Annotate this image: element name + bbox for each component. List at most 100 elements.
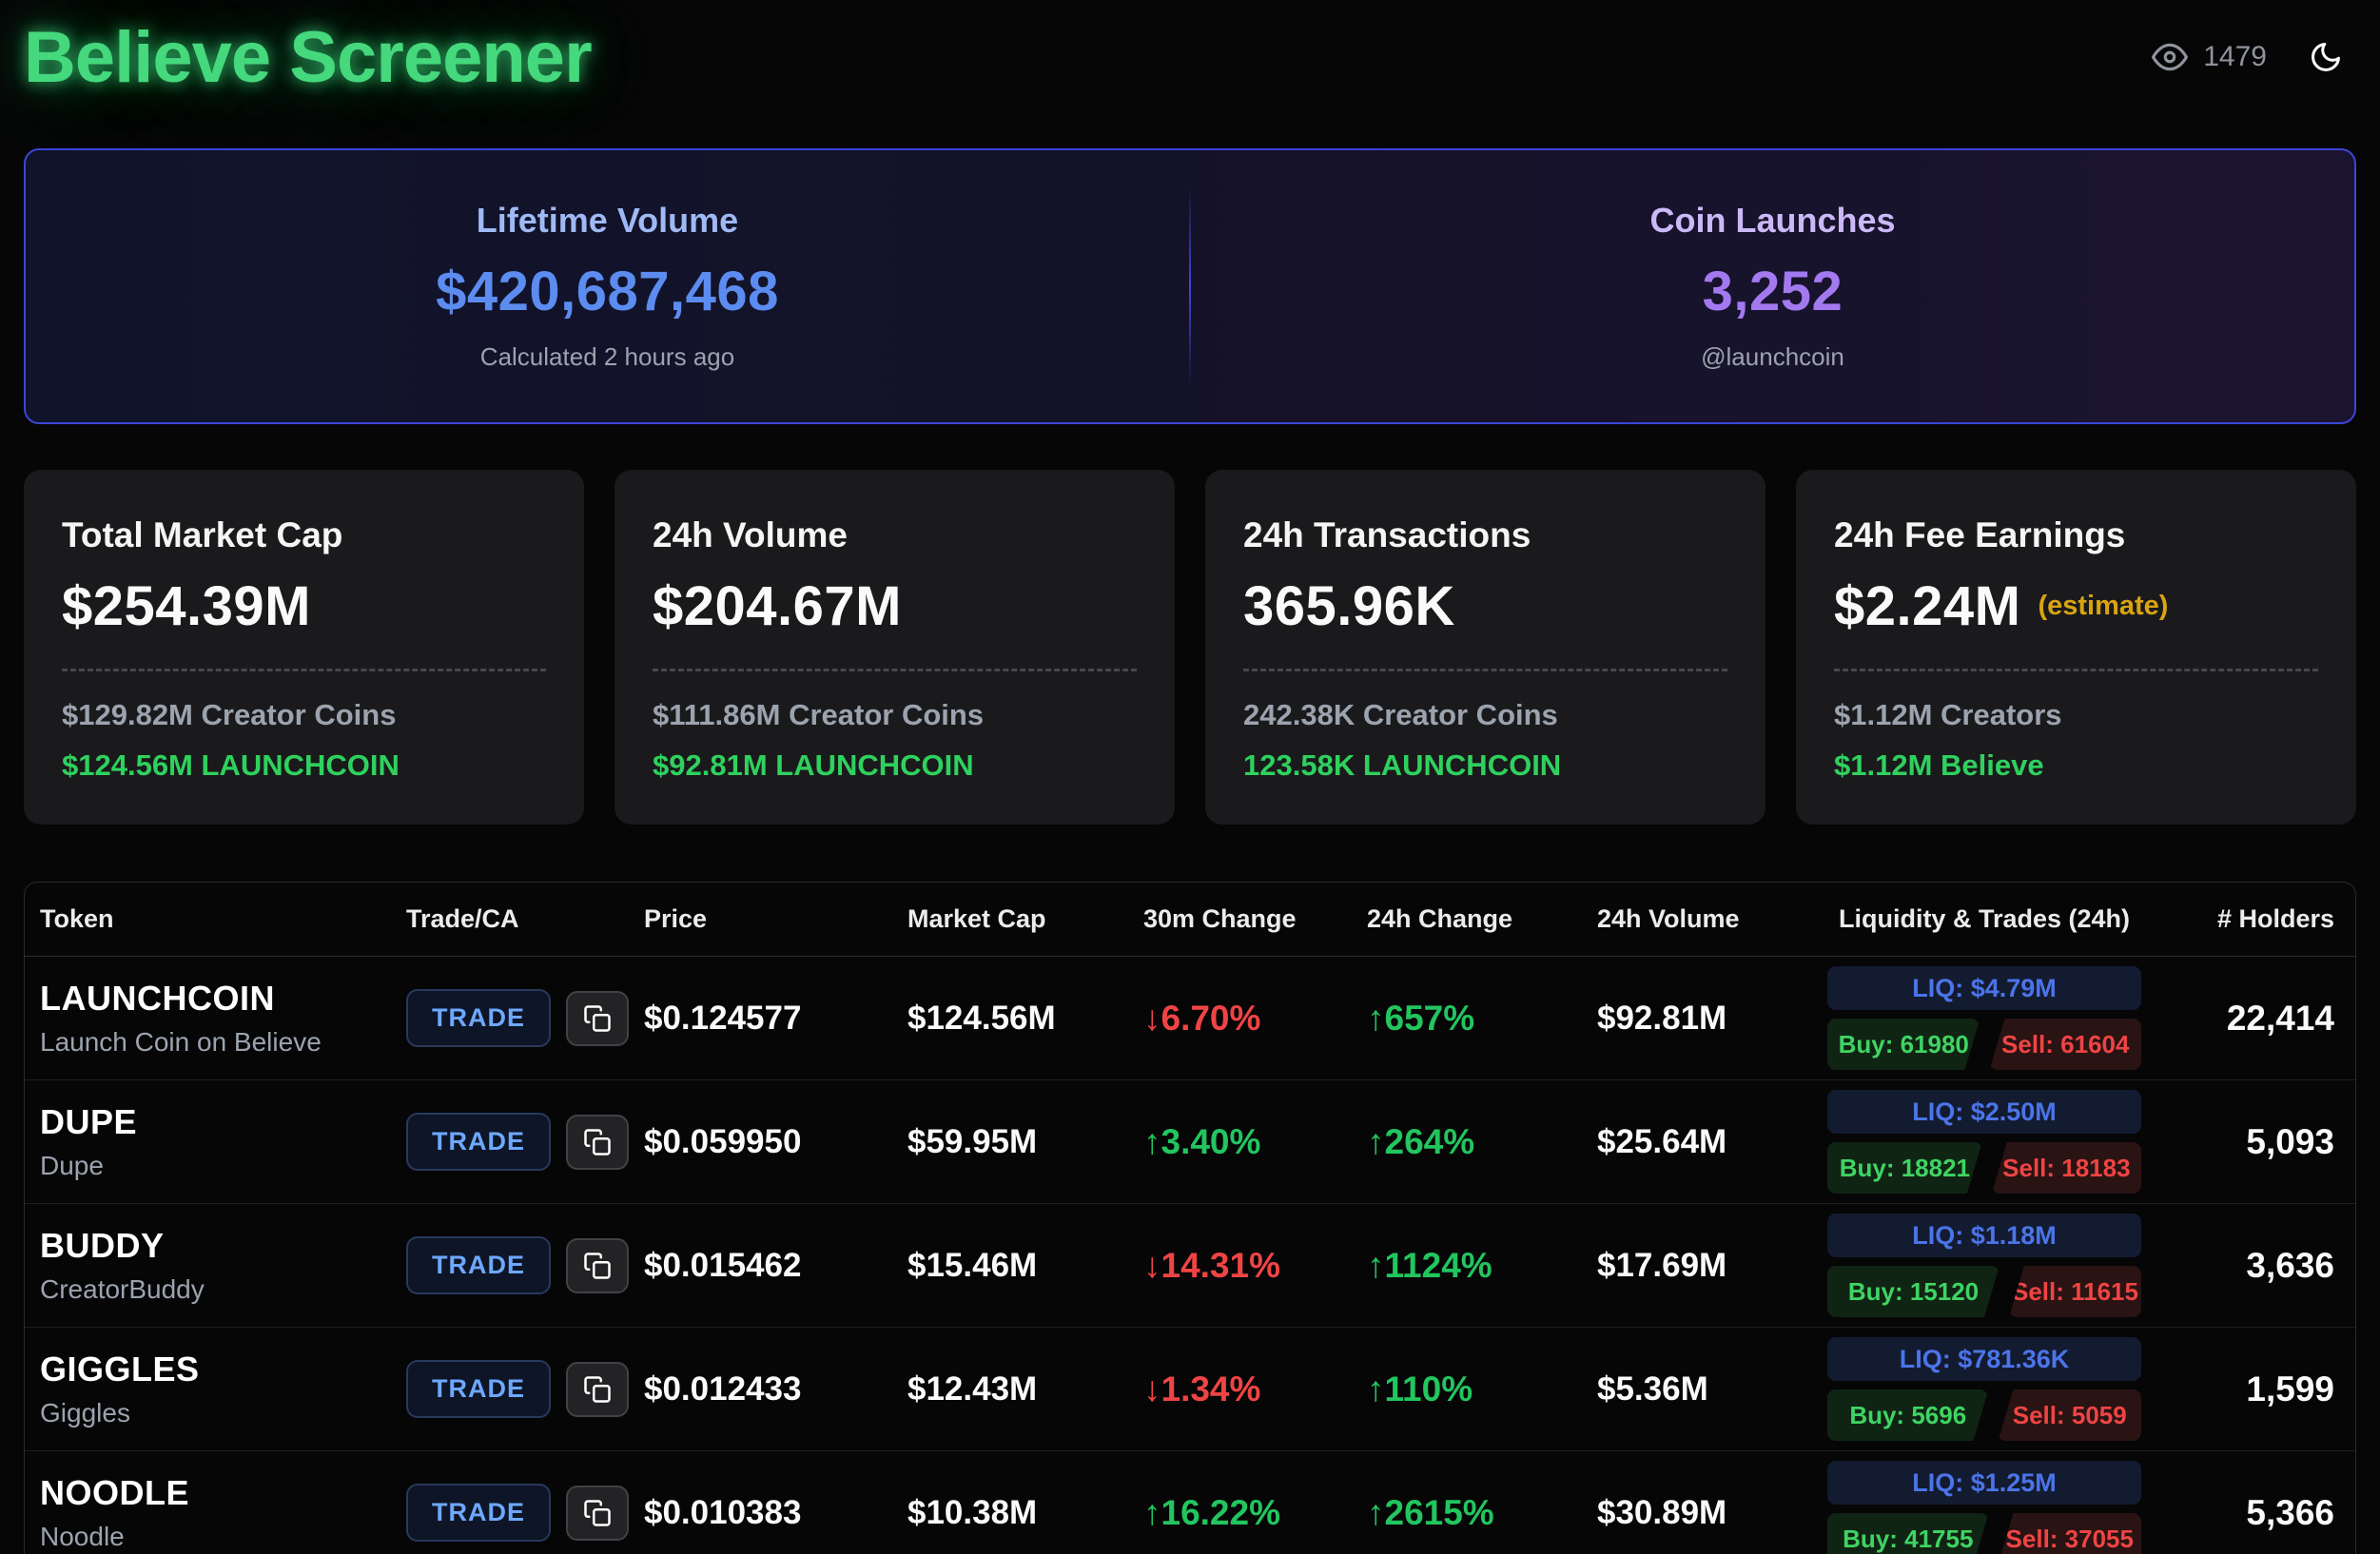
- token-cell: LAUNCHCOIN Launch Coin on Believe: [40, 979, 406, 1058]
- lifetime-volume-label: Lifetime Volume: [476, 201, 739, 240]
- liquidity-badge: LIQ: $1.18M: [1827, 1214, 2141, 1257]
- price-value: $0.010383: [644, 1493, 802, 1531]
- col-market-cap: Market Cap: [907, 904, 1046, 933]
- copy-ca-button[interactable]: [566, 1485, 629, 1541]
- col-liquidity-trades: Liquidity & Trades (24h): [1838, 904, 2131, 933]
- coin-launches-section: Coin Launches 3,252 @launchcoin: [1191, 150, 2354, 422]
- banner-divider: [1189, 186, 1191, 386]
- buy-pill: Buy: 61980: [1827, 1019, 1980, 1070]
- stat-card-creator-line: $1.12M Creators: [1834, 698, 2062, 731]
- coin-launches-subtext: @launchcoin: [1701, 342, 1844, 371]
- table-header-row: Token Trade/CA Price Market Cap 30m Chan…: [25, 883, 2355, 957]
- token-cell: DUPE Dupe: [40, 1102, 406, 1181]
- coin-launches-label: Coin Launches: [1649, 201, 1896, 240]
- holders-value: 1,599: [2246, 1369, 2334, 1408]
- token-cell: BUDDY CreatorBuddy: [40, 1226, 406, 1305]
- market-cap-value: $124.56M: [907, 999, 1056, 1037]
- change-30m-value: 6.70%: [1161, 998, 1261, 1038]
- top-bar: Believe Screener 1479: [24, 0, 2356, 99]
- volume-24h-value: $30.89M: [1597, 1493, 1727, 1531]
- buy-pill: Buy: 41755: [1827, 1513, 1989, 1554]
- trade-button[interactable]: TRADE: [406, 1113, 551, 1171]
- trade-ca-cell: TRADE: [406, 1236, 644, 1294]
- copy-icon: [583, 1375, 612, 1404]
- col-trade-ca: Trade/CA: [406, 904, 519, 933]
- market-cap-value: $15.46M: [907, 1246, 1038, 1284]
- trade-button[interactable]: TRADE: [406, 1360, 551, 1418]
- table-row[interactable]: GIGGLES Giggles TRADE $0.012433 $12.43M …: [25, 1328, 2355, 1451]
- copy-ca-button[interactable]: [566, 1237, 629, 1293]
- stat-card-label: 24h Transactions: [1243, 515, 1531, 554]
- table-row[interactable]: LAUNCHCOIN Launch Coin on Believe TRADE …: [25, 957, 2355, 1080]
- liquidity-badge: LIQ: $1.25M: [1827, 1461, 2141, 1505]
- sell-pill: Sell: 11615: [2008, 1266, 2141, 1317]
- moon-icon: [2309, 40, 2343, 74]
- trade-ca-cell: TRADE: [406, 989, 644, 1047]
- stat-card-creator-line: $111.86M Creator Coins: [653, 698, 985, 731]
- stat-card-launchcoin-line: $124.56M LAUNCHCOIN: [62, 748, 400, 782]
- price-value: $0.059950: [644, 1122, 802, 1160]
- change-arrow-icon: ↑: [1367, 998, 1385, 1038]
- copy-ca-button[interactable]: [566, 1361, 629, 1417]
- token-name: NOODLE: [40, 1473, 190, 1512]
- stat-card-label: 24h Fee Earnings: [1834, 515, 2126, 554]
- trade-button[interactable]: TRADE: [406, 1236, 551, 1294]
- stat-card: 24h Volume $204.67M $111.86M Creator Coi…: [615, 470, 1175, 825]
- stat-card-value: $2.24M: [1834, 575, 2021, 637]
- change-30m: ↓1.34%: [1143, 1369, 1367, 1409]
- col-24h-change: 24h Change: [1367, 904, 1513, 933]
- sell-pill: Sell: 5059: [1998, 1389, 2141, 1441]
- stat-card-divider: [62, 669, 546, 671]
- col-token: Token: [40, 904, 114, 933]
- table-row[interactable]: DUPE Dupe TRADE $0.059950 $59.95M ↑3.40%…: [25, 1080, 2355, 1204]
- stat-card-divider: [1834, 669, 2318, 671]
- liquidity-trades-cell: LIQ: $4.79M Buy: 61980 Sell: 61604: [1827, 966, 2141, 1070]
- change-arrow-icon: ↓: [1143, 1245, 1161, 1285]
- holders-value: 3,636: [2246, 1245, 2334, 1285]
- stat-card-value: $254.39M: [62, 575, 311, 637]
- stat-card-label: Total Market Cap: [62, 515, 343, 554]
- trade-button[interactable]: TRADE: [406, 1484, 551, 1542]
- buy-sell-bar: Buy: 18821 Sell: 18183: [1827, 1142, 2141, 1194]
- holders-value: 22,414: [2226, 998, 2334, 1038]
- col-price: Price: [644, 904, 708, 933]
- market-cap-value: $12.43M: [907, 1369, 1038, 1408]
- stat-card-value-row: $2.24M (estimate): [1834, 574, 2318, 638]
- stat-card: 24h Transactions 365.96K 242.38K Creator…: [1205, 470, 1765, 825]
- table-row[interactable]: BUDDY CreatorBuddy TRADE $0.015462 $15.4…: [25, 1204, 2355, 1328]
- table-row[interactable]: NOODLE Noodle TRADE $0.010383 $10.38M ↑1…: [25, 1451, 2355, 1554]
- stat-card-launchcoin-line: $92.81M LAUNCHCOIN: [653, 748, 974, 782]
- token-name: DUPE: [40, 1102, 138, 1141]
- volume-24h-value: $25.64M: [1597, 1122, 1727, 1160]
- volume-24h-value: $5.36M: [1597, 1369, 1708, 1408]
- change-24h-value: 1124%: [1384, 1245, 1492, 1285]
- copy-icon: [583, 1004, 612, 1033]
- token-subtitle: Dupe: [40, 1151, 104, 1180]
- sell-pill: Sell: 61604: [1989, 1019, 2141, 1070]
- trade-button[interactable]: TRADE: [406, 989, 551, 1047]
- viewer-count: 1479: [2152, 39, 2267, 75]
- viewer-count-value: 1479: [2203, 41, 2267, 72]
- token-cell: GIGGLES Giggles: [40, 1350, 406, 1428]
- copy-icon: [583, 1499, 612, 1527]
- eye-icon: [2152, 39, 2189, 75]
- stat-card-label: 24h Volume: [653, 515, 848, 554]
- summary-banner: Lifetime Volume $420,687,468 Calculated …: [24, 148, 2356, 424]
- change-30m-value: 16.22%: [1161, 1492, 1281, 1532]
- change-30m-value: 1.34%: [1161, 1369, 1261, 1408]
- copy-ca-button[interactable]: [566, 1114, 629, 1170]
- token-name: GIGGLES: [40, 1350, 200, 1389]
- token-subtitle: Launch Coin on Believe: [40, 1027, 322, 1057]
- liquidity-badge: LIQ: $2.50M: [1827, 1090, 2141, 1134]
- change-24h: ↑1124%: [1367, 1246, 1597, 1286]
- change-24h-value: 657%: [1384, 998, 1475, 1038]
- theme-toggle-button[interactable]: [2309, 40, 2343, 74]
- token-table: Token Trade/CA Price Market Cap 30m Chan…: [24, 882, 2356, 1554]
- change-24h-value: 110%: [1384, 1369, 1473, 1408]
- copy-ca-button[interactable]: [566, 990, 629, 1046]
- change-30m: ↓6.70%: [1143, 999, 1367, 1039]
- buy-pill: Buy: 18821: [1827, 1142, 1982, 1194]
- lifetime-volume-subtext: Calculated 2 hours ago: [479, 342, 735, 371]
- holders-value: 5,366: [2246, 1492, 2334, 1532]
- change-30m-value: 3.40%: [1161, 1121, 1261, 1161]
